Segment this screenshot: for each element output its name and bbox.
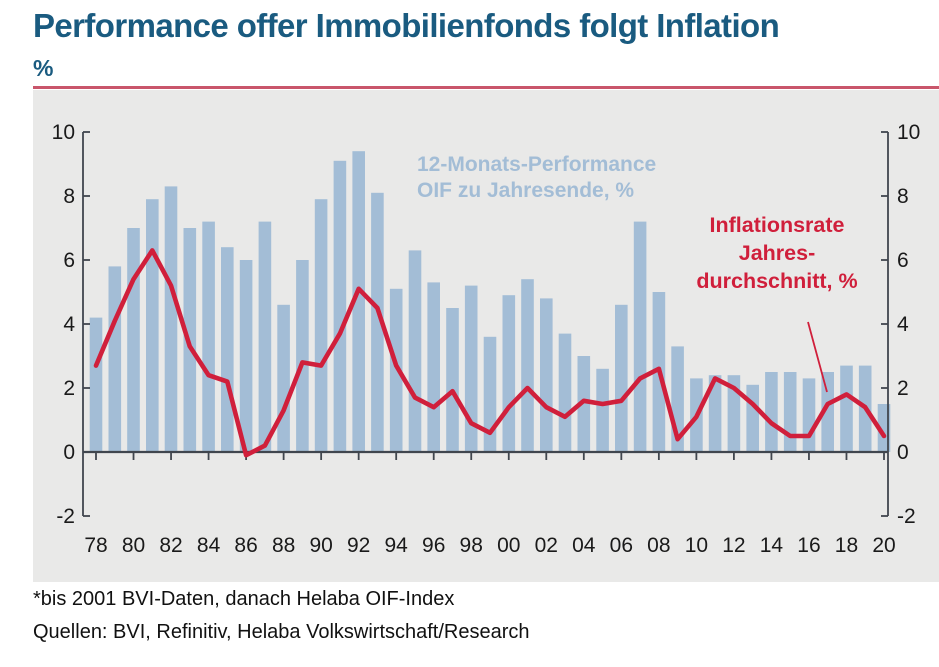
x-tick-label: 96: [422, 534, 445, 557]
bar-2005: [596, 368, 609, 452]
y-axis-unit-label: %: [33, 55, 54, 81]
x-tick-label: 14: [760, 534, 784, 557]
bar-1978: [89, 317, 103, 452]
x-tick-label: 08: [647, 534, 670, 557]
y-tick-label-left: -2: [56, 505, 75, 528]
x-tick-label: 82: [159, 534, 182, 557]
y-tick-label-left: 10: [52, 121, 75, 144]
bar-1985: [221, 247, 234, 452]
bar-1995: [408, 250, 422, 452]
bar-2016: [802, 378, 816, 452]
bar-1986: [239, 260, 253, 452]
x-tick-label: 94: [385, 534, 409, 557]
bar-2000: [502, 295, 516, 452]
bar-1999: [483, 336, 497, 452]
bar-2013: [746, 384, 759, 452]
bar-2014: [765, 372, 778, 452]
x-tick-label: 80: [122, 534, 145, 557]
y-tick-label-left: 2: [63, 377, 75, 400]
y-tick-label-right: 8: [897, 185, 909, 208]
bar-1992: [352, 151, 365, 452]
bar-1993: [371, 192, 384, 453]
x-tick-label: 12: [722, 534, 745, 557]
bar-1997: [446, 308, 459, 452]
legend-bar-label-line: 12-Monats-Performance: [417, 153, 656, 176]
x-tick-label: 92: [347, 534, 370, 557]
x-tick-label: 86: [234, 534, 257, 557]
y-tick-label-right: 4: [897, 313, 909, 336]
x-tick-label: 90: [309, 534, 332, 557]
bar-1989: [296, 260, 309, 452]
chart-title: Performance offer Immobilienfonds folgt …: [33, 7, 780, 44]
x-tick-label: 88: [272, 534, 295, 557]
y-tick-label-right: 2: [897, 377, 909, 400]
y-tick-label-left: 0: [63, 441, 75, 464]
bar-2012: [727, 375, 741, 452]
x-tick-labels: 78 80 82 84 86 88 90 92 94 96 98 00 02 04 06 08 10 12 14 16…: [84, 534, 895, 557]
x-tick-label: 06: [610, 534, 633, 557]
legend-line-label-line: Jahres-: [739, 241, 816, 265]
x-tick-label: 84: [197, 534, 221, 557]
bar-1998: [464, 285, 478, 452]
bar-1984: [202, 221, 215, 452]
y-tick-label-left: 8: [63, 185, 75, 208]
y-tick-label-right: 10: [897, 121, 920, 144]
bar-2011: [708, 375, 722, 452]
bar-2006: [615, 304, 628, 452]
x-tick-label: 10: [685, 534, 708, 557]
chart-svg: 10 108 86 64 42 20 0-2 -278 80 82 84 86 88 90 92 94 96 98…: [52, 121, 921, 557]
y-tick-label-left: 4: [63, 313, 75, 336]
x-tick-label: 98: [460, 534, 483, 557]
x-tick-label: 00: [497, 534, 520, 557]
footnote-sources: Quellen: BVI, Refinitiv, Helaba Volkswir…: [33, 621, 530, 643]
title-divider: [33, 86, 939, 89]
x-tick-label: 02: [535, 534, 558, 557]
bar-1991: [333, 160, 347, 453]
bar-1987: [258, 221, 272, 452]
y-tick-labels: 10 10 8 8 6 6 4 4 2 2 0 0 -2 -2: [52, 121, 921, 528]
bar-1979: [108, 266, 122, 452]
x-tick-label: 16: [797, 534, 820, 557]
x-tick-label: 78: [84, 534, 107, 557]
bar-1981: [146, 199, 159, 452]
bar-2007: [633, 221, 647, 452]
x-tick-label: 18: [835, 534, 858, 557]
legend-pointer-line: [807, 321, 828, 393]
bar-1990: [314, 199, 328, 452]
inflation-line: [93, 248, 887, 458]
x-tick-label: 04: [572, 534, 596, 557]
bar-2018: [840, 365, 853, 452]
bar-1988: [277, 304, 290, 452]
bar-1996: [427, 282, 440, 452]
y-tick-label-right: -2: [897, 505, 916, 528]
bar-2004: [577, 356, 591, 452]
legend-line-series: Inflationsrate Jahres-durchschnitt, %: [696, 213, 857, 293]
bar-2017: [821, 372, 834, 452]
bar-1982: [164, 186, 178, 452]
bar-2015: [783, 372, 797, 452]
legend-line-label-line: Inflationsrate: [710, 213, 845, 237]
legend-line-label-line: durchschnitt, %: [696, 269, 857, 293]
y-tick-label-right: 6: [897, 249, 909, 272]
legend-bar-series: 12-Monats-Performance OIF zu Jahresende, …: [417, 153, 656, 202]
bar-1994: [389, 288, 403, 452]
y-tick-label-right: 0: [897, 441, 909, 464]
x-tick-label: 20: [872, 534, 895, 557]
bar-2003: [558, 333, 572, 452]
y-tick-label-left: 6: [63, 249, 75, 272]
bar-2001: [521, 279, 534, 452]
chart-panel: 10 10 8 8 6 6 4 4 2 2 0 0 -2 -2 78 80 82 84 86 88 90 92 94 96 98…: [33, 90, 939, 582]
bar-2002: [540, 298, 553, 452]
legend-bar-label-line: OIF zu Jahresende, %: [417, 179, 634, 202]
axes-group: [82, 131, 889, 517]
footnote-data-source-note: *bis 2001 BVI-Daten, danach Helaba OIF-I…: [33, 588, 455, 610]
bar-1980: [127, 228, 140, 452]
